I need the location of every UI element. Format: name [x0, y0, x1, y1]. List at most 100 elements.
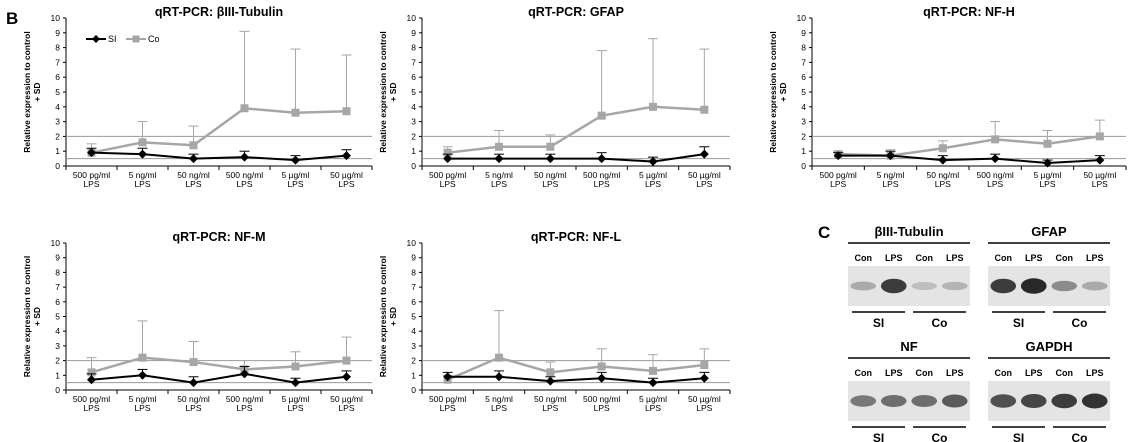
y-tick-label: 3: [55, 341, 60, 351]
y-axis-label: Relative expression to control+ SD: [378, 256, 398, 377]
x-tick-label: LPS: [236, 403, 252, 413]
series-SI: [442, 146, 710, 167]
series-Co: [442, 310, 710, 384]
group-label: Co: [932, 316, 948, 330]
series-line: [447, 375, 705, 384]
y-tick-label: 0: [411, 385, 416, 395]
series-Co: [86, 30, 352, 157]
lane-label: Con: [1056, 253, 1074, 263]
x-tick-label: 500 ng/ml: [976, 170, 1013, 180]
band: [880, 395, 907, 407]
x-tick-label: LPS: [830, 179, 846, 189]
band: [1020, 278, 1047, 294]
y-axis-label-line: + SD: [388, 307, 398, 326]
x-tick-label: LPS: [542, 403, 558, 413]
band: [911, 282, 938, 290]
y-tick-label: 6: [55, 72, 60, 82]
data-point: [342, 107, 351, 116]
x-tick-label: 5 ng/ml: [877, 170, 905, 180]
series-line: [838, 135, 1101, 157]
data-point: [291, 108, 300, 117]
chart-0: qRT-PCR: βIII-Tubulin Relative expression…: [22, 5, 373, 189]
data-point: [649, 366, 657, 375]
x-tick-label: LPS: [1092, 179, 1108, 189]
data-point: [342, 151, 351, 161]
y-tick-label: 5: [411, 87, 416, 97]
chart-4: qRT-PCR: NF-L Relative expression to cont…: [378, 230, 731, 413]
x-tick-label: 500 ng/ml: [226, 170, 263, 180]
data-point: [546, 368, 555, 377]
y-tick-label: 5: [55, 312, 60, 322]
data-point: [138, 138, 147, 147]
y-tick-label: 6: [411, 72, 416, 82]
y-tick-label: 5: [55, 87, 60, 97]
western-blots: βIII-Tubulin Con LPS Con LPS SI Co GFAP Con LPS Co…: [848, 224, 1110, 442]
y-tick-label: 4: [55, 102, 60, 112]
data-point: [189, 154, 198, 164]
group-label: SI: [1013, 431, 1024, 442]
x-tick-label: 50 µg/ml: [1083, 170, 1116, 180]
lane-label: Con: [995, 253, 1013, 263]
lane-label: LPS: [885, 253, 903, 263]
data-point: [443, 148, 452, 157]
y-tick-label: 8: [55, 43, 60, 53]
lane-label: LPS: [946, 253, 964, 263]
y-tick-label: 1: [55, 146, 60, 156]
x-tick-label: 50 ng/ml: [177, 394, 210, 404]
blot-title: GAPDH: [1026, 339, 1073, 354]
series-line: [447, 105, 705, 154]
blot-0: βIII-Tubulin Con LPS Con LPS SI Co: [848, 224, 970, 330]
band: [880, 278, 907, 294]
x-tick-label: LPS: [338, 179, 354, 189]
data-point: [291, 155, 300, 165]
x-tick-label: LPS: [134, 179, 150, 189]
x-tick-label: 500 ng/ml: [583, 394, 620, 404]
y-tick-label: 3: [411, 117, 416, 127]
x-tick-label: 500 pg/ml: [819, 170, 856, 180]
x-tick-label: LPS: [645, 403, 661, 413]
x-tick-label: LPS: [185, 179, 201, 189]
x-tick-label: 500 pg/ml: [73, 170, 110, 180]
x-tick-label: 50 ng/ml: [534, 170, 567, 180]
data-point: [648, 378, 658, 388]
band: [850, 395, 877, 407]
y-tick-label: 6: [411, 297, 416, 307]
x-tick-label: LPS: [542, 179, 558, 189]
data-point: [494, 372, 504, 382]
y-axis-label-line: + SD: [32, 307, 42, 326]
y-axis-label: Relative expression to control+ SD: [768, 31, 788, 152]
lane-label: Con: [916, 368, 934, 378]
chart-2: qRT-PCR: NF-H Relative expression to cont…: [768, 5, 1127, 189]
chart-3: qRT-PCR: NF-M Relative expression to cont…: [22, 230, 373, 413]
y-tick-label: 9: [55, 253, 60, 263]
y-tick-label: 4: [411, 102, 416, 112]
y-tick-label: 10: [51, 238, 61, 248]
chart-grid: qRT-PCR: βIII-Tubulin Relative expression…: [22, 5, 1127, 413]
data-point: [991, 135, 1000, 144]
band: [1081, 393, 1108, 409]
y-tick-label: 4: [411, 326, 416, 336]
y-tick-label: 7: [411, 282, 416, 292]
x-tick-label: LPS: [696, 179, 712, 189]
y-tick-label: 9: [411, 28, 416, 38]
x-tick-label: 5 ng/ml: [485, 170, 513, 180]
data-point: [546, 142, 555, 151]
y-tick-label: 7: [801, 57, 806, 67]
x-tick-label: 50 µg/ml: [688, 394, 721, 404]
chart-1: qRT-PCR: GFAP Relative expression to cont…: [378, 5, 731, 189]
series-line: [447, 356, 705, 381]
x-tick-label: LPS: [1039, 179, 1055, 189]
y-tick-label: 1: [801, 146, 806, 156]
data-point: [597, 373, 607, 383]
data-point: [87, 148, 96, 158]
group-label: Co: [1072, 431, 1088, 442]
series-SI: [86, 147, 352, 165]
x-tick-label: 500 ng/ml: [583, 170, 620, 180]
data-point: [87, 368, 96, 377]
x-tick-label: LPS: [83, 179, 99, 189]
y-tick-label: 8: [411, 267, 416, 277]
y-tick-label: 7: [55, 282, 60, 292]
x-tick-label: 5 µg/ml: [639, 170, 667, 180]
y-tick-label: 2: [411, 131, 416, 141]
data-point: [138, 149, 147, 159]
